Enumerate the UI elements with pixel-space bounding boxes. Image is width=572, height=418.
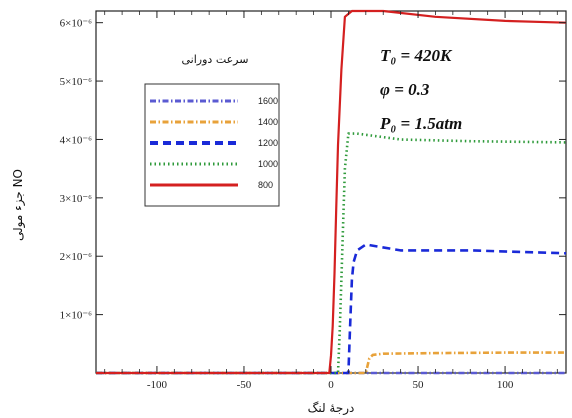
legend: سرعت دورانی 1600 1400 1200 1000 800	[144, 53, 280, 207]
series-line-1200	[96, 243, 567, 375]
annotation-phi: φ = 0.3	[380, 80, 430, 99]
y-tick-label: 6×10⁻⁶	[60, 18, 93, 30]
annotation-t0: T₀ = 420K	[380, 46, 453, 65]
annotation-p0: P₀ = 1.5atm	[379, 114, 462, 133]
y-tick-label: 4×10⁻⁶	[60, 134, 93, 146]
x-tick-label: 50	[413, 379, 425, 391]
legend-label-1000: 1000	[258, 159, 278, 169]
series-line-1000	[96, 132, 567, 375]
legend-entries: 1600 1400 1200 1000 800	[150, 96, 278, 190]
x-tick-label: -100	[147, 379, 168, 391]
y-tick-label: 2×10⁻⁶	[60, 251, 93, 263]
y-tick-label: 5×10⁻⁶	[60, 76, 93, 88]
legend-label-1600: 1600	[258, 96, 278, 106]
y-axis-title: جزء مولی NO	[11, 169, 26, 241]
legend-label-1200: 1200	[258, 138, 278, 148]
legend-label-1400: 1400	[258, 117, 278, 127]
x-axis-title: درجهٔ لنگ	[308, 401, 355, 416]
series-line-800	[96, 9, 567, 375]
ticks-layer: -100 -50 0 50 100 1×10⁻⁶ 2×10⁻⁶ 3×10⁻⁶ 4×10⁻⁶ 5×1…	[60, 11, 566, 391]
legend-label-800: 800	[258, 180, 273, 190]
annotations: T₀ = 420K φ = 0.3 P₀ = 1.5atm	[379, 46, 462, 133]
series-line-1400	[96, 351, 566, 375]
x-tick-label: -50	[237, 379, 252, 391]
y-tick-label: 3×10⁻⁶	[60, 193, 93, 205]
legend-title: سرعت دورانی	[182, 53, 249, 66]
x-tick-label: 100	[497, 379, 514, 391]
x-tick-label: 0	[328, 379, 334, 391]
y-tick-label: 1×10⁻⁶	[60, 310, 93, 322]
